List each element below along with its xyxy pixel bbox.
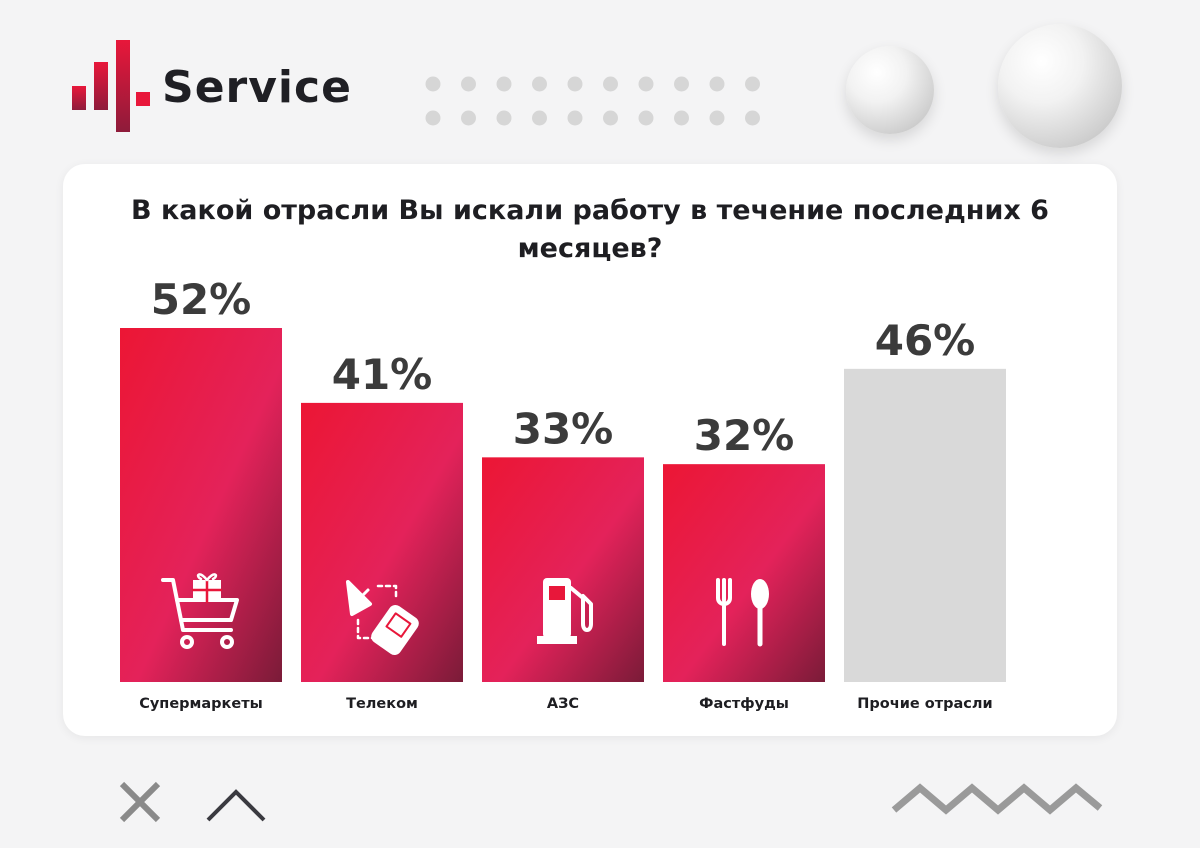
bar-3 <box>663 464 825 682</box>
category-label-3: Фастфуды <box>699 696 789 712</box>
data-label-3: 32% <box>694 411 795 460</box>
bar-0 <box>120 328 282 682</box>
fork-spoon-icon <box>716 578 769 647</box>
category-label-2: АЗС <box>547 696 579 712</box>
bar-chart: 52% Супермаркеты 41% Телеком 33% АЗС 32% Фастфу… <box>120 275 1006 712</box>
shopping-cart-icon <box>161 573 239 649</box>
decorative-sphere-small <box>846 46 934 134</box>
brand-logo: Service <box>70 38 352 134</box>
chart-title: В какой отрасли Вы искали работу в течен… <box>131 195 1049 264</box>
fuel-pump-icon <box>537 578 593 644</box>
category-label-4: Прочие отрасли <box>857 696 992 712</box>
zigzag-decoration <box>891 783 1103 815</box>
chart-card: В какой отрасли Вы искали работу в течен… <box>63 164 1117 736</box>
close-cross-icon <box>119 781 161 823</box>
category-label-0: Супермаркеты <box>139 696 263 712</box>
brand-name: Service <box>162 62 352 113</box>
data-label-1: 41% <box>332 350 433 399</box>
bar-2 <box>482 457 644 682</box>
logo-bars-icon <box>72 40 150 132</box>
bar-4 <box>844 368 1006 682</box>
data-label-4: 46% <box>875 316 976 365</box>
data-label-2: 33% <box>513 404 614 453</box>
category-label-1: Телеком <box>346 696 418 712</box>
satellite-phone-icon <box>346 580 419 656</box>
data-label-0: 52% <box>151 275 252 324</box>
decorative-dots <box>425 76 760 126</box>
chevron-up-icon <box>206 789 266 822</box>
decorative-sphere-large <box>998 24 1122 148</box>
